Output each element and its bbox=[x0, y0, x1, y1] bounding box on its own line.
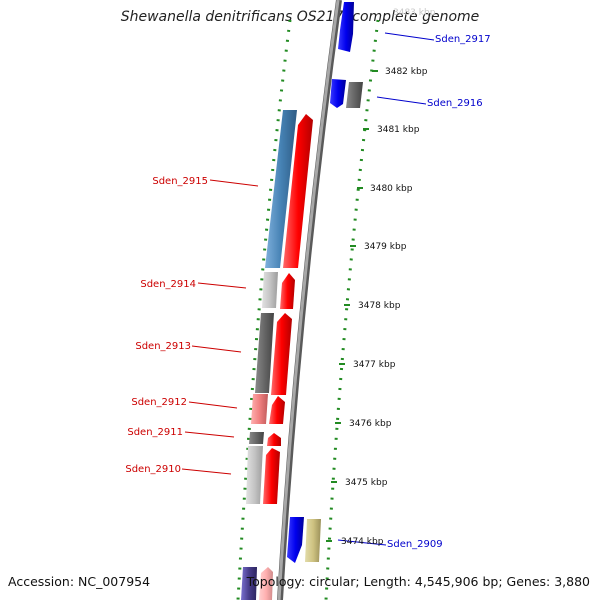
gene-label-sden-2917[interactable]: Sden_2917 bbox=[435, 34, 491, 45]
gene-bottom-left[interactable] bbox=[241, 567, 257, 600]
gene-sden-2914-arrow[interactable] bbox=[280, 273, 295, 309]
genome-backbone bbox=[277, 0, 340, 600]
scale-label: 3482 kbp bbox=[385, 67, 428, 77]
scale-label: 3479 kbp bbox=[364, 242, 407, 252]
gene-label-sden-2915[interactable]: Sden_2915 bbox=[152, 176, 208, 187]
leader-lines bbox=[181, 32, 435, 546]
gene-sden-2912-arrow[interactable] bbox=[269, 396, 285, 424]
gene-sden-2915-block[interactable] bbox=[265, 110, 297, 268]
gene-sden-2914-block[interactable] bbox=[262, 272, 278, 308]
accession-text: Accession: NC_007954 bbox=[8, 574, 151, 589]
gene-sden-2917-arrow[interactable] bbox=[338, 2, 354, 52]
gene-sden-2909-neighbor[interactable] bbox=[305, 519, 321, 562]
gene-sden-2916-neighbor[interactable] bbox=[346, 82, 363, 108]
genome-title: Shewanella denitrificans OS217, complete… bbox=[120, 9, 480, 25]
gene-label-sden-2910[interactable]: Sden_2910 bbox=[125, 464, 181, 475]
gene-label-sden-2913[interactable]: Sden_2913 bbox=[135, 341, 191, 352]
gene-labels: Sden_2917 Sden_2916 Sden_2915 Sden_2914 … bbox=[125, 34, 490, 550]
left-dotted-track bbox=[236, 19, 292, 600]
gene-label-sden-2916[interactable]: Sden_2916 bbox=[427, 98, 483, 109]
gene-sden-2913-arrow[interactable] bbox=[271, 313, 292, 395]
scale-label: 3477 kbp bbox=[353, 360, 396, 370]
scale-label: 3480 kbp bbox=[370, 184, 413, 194]
scale-label: 3476 kbp bbox=[349, 419, 392, 429]
gene-sden-2912-block[interactable] bbox=[251, 394, 268, 424]
scale-label: 3474 kbp bbox=[341, 537, 384, 547]
gene-label-sden-2911[interactable]: Sden_2911 bbox=[127, 427, 183, 438]
scale-label: 3483 kbp bbox=[393, 8, 436, 18]
scale-label: 3481 kbp bbox=[377, 125, 420, 135]
gene-sden-2916-arrow[interactable] bbox=[330, 79, 346, 108]
gene-sden-2910-arrow[interactable] bbox=[263, 448, 280, 504]
gene-bottom-right[interactable] bbox=[259, 567, 273, 600]
scale-labels: 3483 kbp 3482 kbp 3481 kbp 3480 kbp 3479… bbox=[341, 8, 436, 547]
scale-ticks bbox=[326, 70, 378, 542]
gene-sden-2911-arrow[interactable] bbox=[267, 433, 281, 446]
scale-label: 3475 kbp bbox=[345, 478, 388, 488]
gene-label-sden-2909[interactable]: Sden_2909 bbox=[387, 539, 443, 550]
genome-summary-text: Topology: circular; Length: 4,545,906 bp… bbox=[246, 574, 590, 589]
scale-label: 3478 kbp bbox=[358, 301, 401, 311]
gene-sden-2915-arrow[interactable] bbox=[283, 114, 313, 268]
gene-sden-2909-arrow[interactable] bbox=[287, 517, 304, 563]
gene-label-sden-2912[interactable]: Sden_2912 bbox=[131, 397, 187, 408]
gene-sden-2911-block[interactable] bbox=[249, 432, 264, 444]
gene-sden-2913-block[interactable] bbox=[255, 313, 274, 393]
gene-label-sden-2914[interactable]: Sden_2914 bbox=[140, 279, 196, 290]
gene-sden-2910-block[interactable] bbox=[246, 446, 263, 504]
